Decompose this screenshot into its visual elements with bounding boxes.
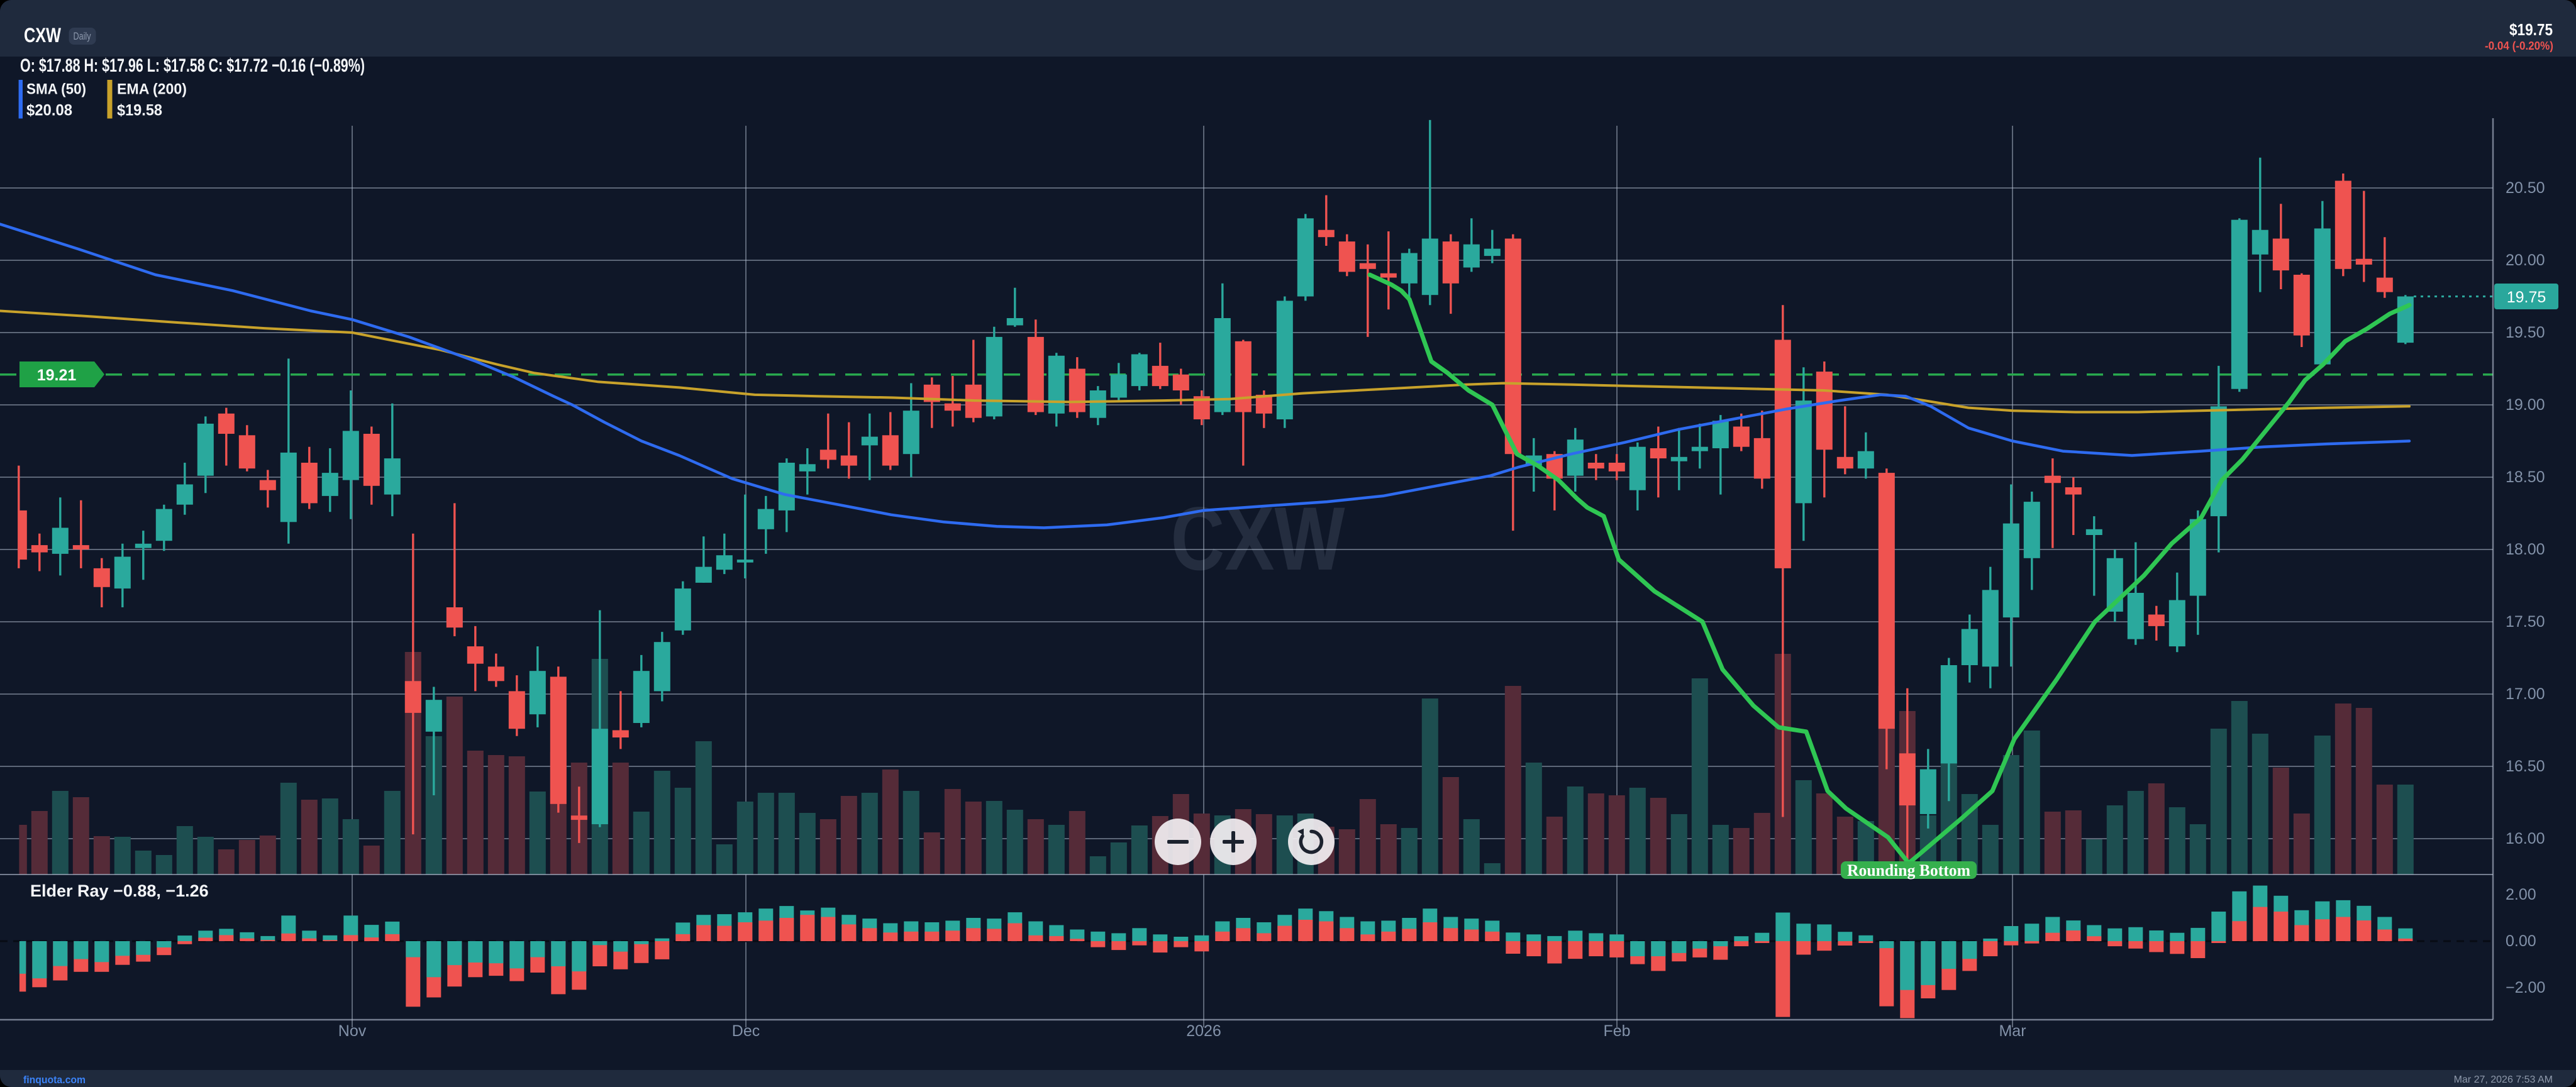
svg-text:16.00: 16.00 [2506, 830, 2545, 847]
svg-text:-0.04 (-0.20%): -0.04 (-0.20%) [2485, 40, 2553, 52]
svg-text:−2.00: −2.00 [2506, 979, 2545, 996]
svg-text:Mar 27, 2026 7:53 AM: Mar 27, 2026 7:53 AM [2454, 1074, 2553, 1085]
svg-text:19.21: 19.21 [37, 367, 77, 384]
svg-text:Rounding Bottom: Rounding Bottom [1847, 861, 1970, 880]
svg-text:19.50: 19.50 [2506, 324, 2545, 341]
svg-text:19.75: 19.75 [2507, 289, 2546, 306]
svg-text:17.00: 17.00 [2506, 685, 2545, 703]
svg-text:18.50: 18.50 [2506, 468, 2545, 486]
svg-text:20.00: 20.00 [2506, 251, 2545, 269]
svg-text:20.50: 20.50 [2506, 179, 2545, 197]
svg-text:O: $17.88 H: $17.96 L: $17.58: O: $17.88 H: $17.96 L: $17.58 C: $17.72 … [20, 55, 365, 76]
svg-text:$20.08: $20.08 [26, 102, 72, 119]
svg-text:2026: 2026 [1186, 1022, 1221, 1040]
svg-text:Feb: Feb [1603, 1022, 1630, 1040]
svg-text:19.00: 19.00 [2506, 396, 2545, 414]
svg-text:CXW: CXW [24, 24, 62, 47]
svg-text:18.00: 18.00 [2506, 541, 2545, 558]
svg-text:$19.75: $19.75 [2509, 20, 2553, 39]
svg-text:Elder Ray −0.88, −1.26: Elder Ray −0.88, −1.26 [30, 881, 209, 900]
svg-text:Daily: Daily [74, 30, 91, 42]
svg-text:Dec: Dec [732, 1022, 760, 1040]
svg-text:finquota.com: finquota.com [23, 1074, 86, 1086]
svg-text:Nov: Nov [338, 1022, 367, 1040]
svg-text:Mar: Mar [1999, 1022, 2026, 1040]
svg-text:0.00: 0.00 [2506, 932, 2536, 950]
svg-text:CXW: CXW [1171, 489, 1345, 589]
svg-text:EMA (200): EMA (200) [117, 81, 187, 98]
svg-text:16.50: 16.50 [2506, 758, 2545, 775]
svg-text:$19.58: $19.58 [117, 102, 162, 119]
svg-text:SMA (50): SMA (50) [26, 81, 86, 98]
svg-text:17.50: 17.50 [2506, 613, 2545, 631]
svg-text:2.00: 2.00 [2506, 886, 2536, 903]
